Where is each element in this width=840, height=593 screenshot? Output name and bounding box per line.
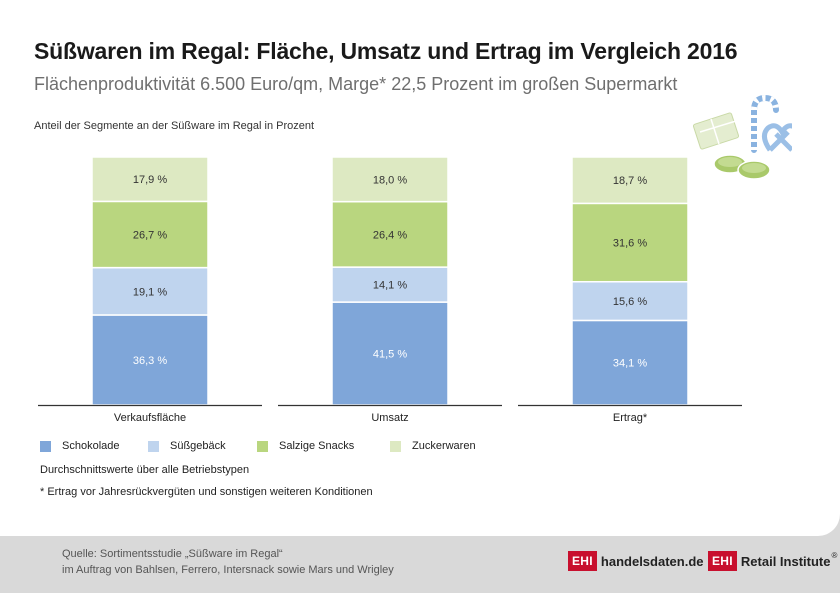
legend-label: Zuckerwaren: [412, 440, 476, 452]
sweets-illustration-icon: [692, 94, 792, 180]
bar-segment-zuckerwaren-3: [571, 156, 689, 205]
bar-segment-suessgebaeck-2: [331, 266, 449, 303]
data-label: 18,0 %: [373, 174, 407, 186]
data-label: 18,7 %: [613, 175, 647, 187]
data-label: 15,6 %: [613, 296, 647, 308]
legend-item-zuckerwaren: Zuckerwaren: [390, 440, 476, 452]
stacked-bar-chart: 36,3 % 19,1 % 26,7 % 17,9 % Verkaufsfläche 41…: [38, 156, 742, 424]
bar-segment-suessgebaeck-1: [91, 266, 209, 316]
data-label: 31,6 %: [613, 238, 647, 250]
ehi-logo-mark: EHI: [568, 551, 597, 571]
source-line-2: im Auftrag von Bahlsen, Ferrero, Intersn…: [62, 564, 394, 576]
retail-institute-logo-text: Retail Institute: [740, 553, 831, 569]
bar-segment-suessgebaeck-3: [571, 280, 689, 322]
chocolate-bar-icon: [692, 112, 740, 150]
ehi-logo-mark: EHI: [708, 551, 737, 571]
legend-label: Salzige Snacks: [279, 440, 355, 452]
legend-label: Schokolade: [62, 440, 120, 452]
data-label: 14,1 %: [373, 280, 407, 292]
legend-item-schokolade: Schokolade: [40, 440, 120, 452]
bar-segment-salzige_snacks-3: [571, 202, 689, 283]
bar-segment-schokolade-3: [571, 319, 689, 406]
bar-segment-zuckerwaren-1: [91, 156, 209, 203]
legend-swatch-suessgebaeck: [148, 440, 159, 452]
handelsdaten-logo-text: handelsdaten.de: [600, 553, 704, 569]
legend-swatch-schokolade: [40, 440, 51, 452]
source-line-1: Quelle: Sortimentsstudie „Süßware im Reg…: [62, 548, 283, 560]
legend-item-salzige-snacks: Salzige Snacks: [257, 440, 354, 452]
cookies-icon: [713, 154, 771, 180]
average-note: Durchschnittswerte über alle Betriebstyp…: [40, 464, 250, 476]
data-label: 41,5 %: [373, 349, 407, 361]
data-label: 36,3 %: [133, 355, 167, 367]
pretzel-icon: [762, 123, 792, 152]
category-label: Ertrag*: [613, 412, 648, 424]
legend-item-suessgebaeck: Süßgebäck: [148, 440, 226, 452]
candy-cane-icon: [751, 94, 779, 153]
data-label: 19,1 %: [133, 286, 167, 298]
chart-title: Süßwaren im Regal: Fläche, Umsatz und Er…: [34, 38, 738, 64]
bar-segment-schokolade-1: [91, 314, 209, 406]
data-label: 34,1 %: [613, 358, 647, 370]
category-label: Verkaufsfläche: [114, 412, 186, 424]
data-label: 26,7 %: [133, 230, 167, 242]
legend-label: Süßgebäck: [170, 440, 226, 452]
source-note: Quelle: Sortimentsstudie „Süßware im Reg…: [62, 546, 394, 578]
ehi-retail-institute-logo: EHI Retail Institute ®: [708, 551, 837, 571]
data-label: 17,9 %: [133, 174, 167, 186]
registered-mark: ®: [831, 551, 838, 560]
handelsdaten-logo: EHI handelsdaten.de: [568, 551, 703, 571]
legend-swatch-salzige-snacks: [257, 440, 268, 452]
bar-segment-zuckerwaren-2: [331, 156, 449, 203]
category-label: Umsatz: [371, 412, 408, 424]
legend-swatch-zuckerwaren: [390, 440, 401, 452]
data-label: 26,4 %: [373, 229, 407, 241]
bar-segment-salzige_snacks-1: [91, 200, 209, 269]
chart-subtitle: Flächenproduktivität 6.500 Euro/qm, Marg…: [34, 74, 678, 94]
footnote: * Ertrag vor Jahresrückvergüten und sons…: [40, 486, 373, 498]
bar-segment-salzige_snacks-2: [331, 200, 449, 268]
y-axis-caption: Anteil der Segmente an der Süßware im Re…: [34, 120, 315, 132]
